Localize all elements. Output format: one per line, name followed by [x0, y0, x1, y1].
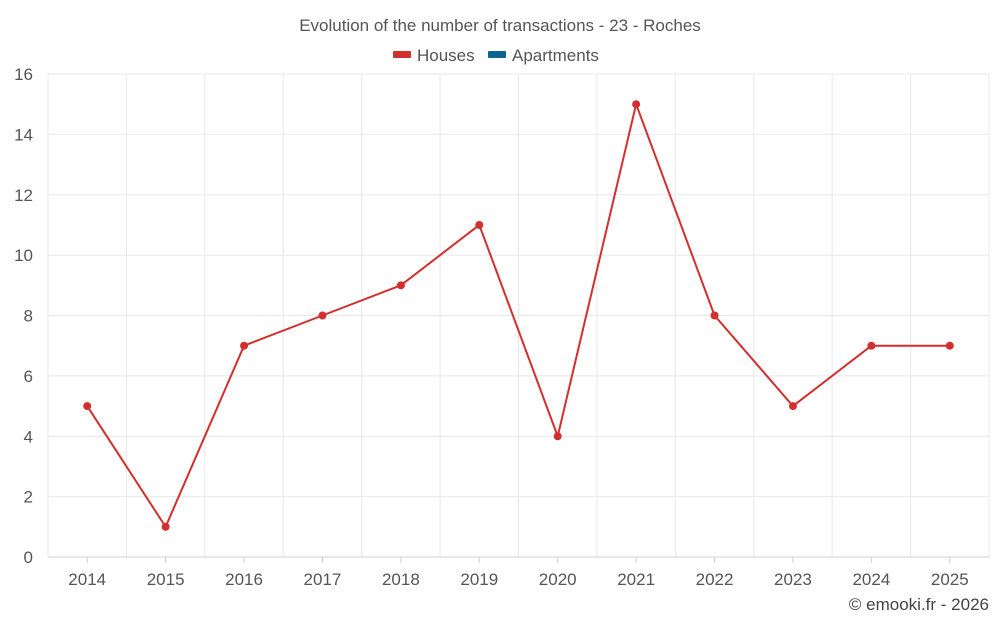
legend-swatch-apartments	[488, 51, 506, 58]
x-tick-label: 2025	[931, 570, 969, 589]
x-tick-label: 2017	[304, 570, 342, 589]
data-point-houses-2023[interactable]	[788, 402, 797, 411]
series-line-houses	[86, 103, 950, 528]
legend-swatch-houses	[393, 51, 411, 58]
legend-item-apartments[interactable]: Apartments	[488, 46, 599, 65]
y-tick-label: 12	[14, 186, 33, 205]
x-tick-label: 2021	[617, 570, 655, 589]
y-tick-label: 14	[14, 125, 33, 144]
x-tick-label: 2019	[460, 570, 498, 589]
y-tick-label: 2	[24, 488, 33, 507]
y-tick-label: 10	[14, 246, 33, 265]
credit-text: © emooki.fr - 2026	[849, 595, 989, 614]
legend-item-houses[interactable]: Houses	[393, 46, 475, 65]
data-point-houses-2015[interactable]	[161, 522, 170, 531]
legend-label-apartments: Apartments	[512, 46, 599, 65]
data-point-houses-2014[interactable]	[83, 402, 92, 411]
data-point-houses-2019[interactable]	[475, 220, 484, 229]
y-tick-label: 16	[14, 65, 33, 84]
series-houses	[83, 100, 954, 531]
x-tick-label: 2016	[225, 570, 263, 589]
data-point-houses-2021[interactable]	[632, 100, 641, 109]
x-tick-label: 2023	[774, 570, 812, 589]
x-tick-label: 2024	[852, 570, 890, 589]
x-axis-ticks: 2014 2015 2016 2017 2018 2019 2020 2021 2022 2023…	[68, 557, 969, 589]
y-tick-label: 6	[24, 367, 33, 386]
y-axis-ticks: 0 2 4 6 8 10 12 14 16	[14, 65, 33, 567]
data-point-houses-2020[interactable]	[553, 432, 562, 441]
grid	[47, 73, 990, 558]
data-point-houses-2017[interactable]	[318, 311, 327, 320]
data-point-houses-2016[interactable]	[240, 341, 249, 350]
x-tick-label: 2020	[539, 570, 577, 589]
data-point-houses-2024[interactable]	[867, 341, 876, 350]
data-point-houses-2018[interactable]	[396, 281, 405, 290]
chart-title: Evolution of the number of transactions …	[299, 16, 701, 35]
x-tick-label: 2015	[147, 570, 185, 589]
x-tick-label: 2018	[382, 570, 420, 589]
x-tick-label: 2022	[696, 570, 734, 589]
data-point-houses-2025[interactable]	[945, 341, 954, 350]
y-tick-label: 4	[24, 427, 33, 446]
y-tick-label: 8	[24, 307, 33, 326]
y-tick-label: 0	[24, 548, 33, 567]
x-tick-label: 2014	[68, 570, 106, 589]
legend-label-houses: Houses	[417, 46, 475, 65]
data-point-houses-2022[interactable]	[710, 311, 719, 320]
legend: Houses Apartments	[393, 46, 599, 65]
